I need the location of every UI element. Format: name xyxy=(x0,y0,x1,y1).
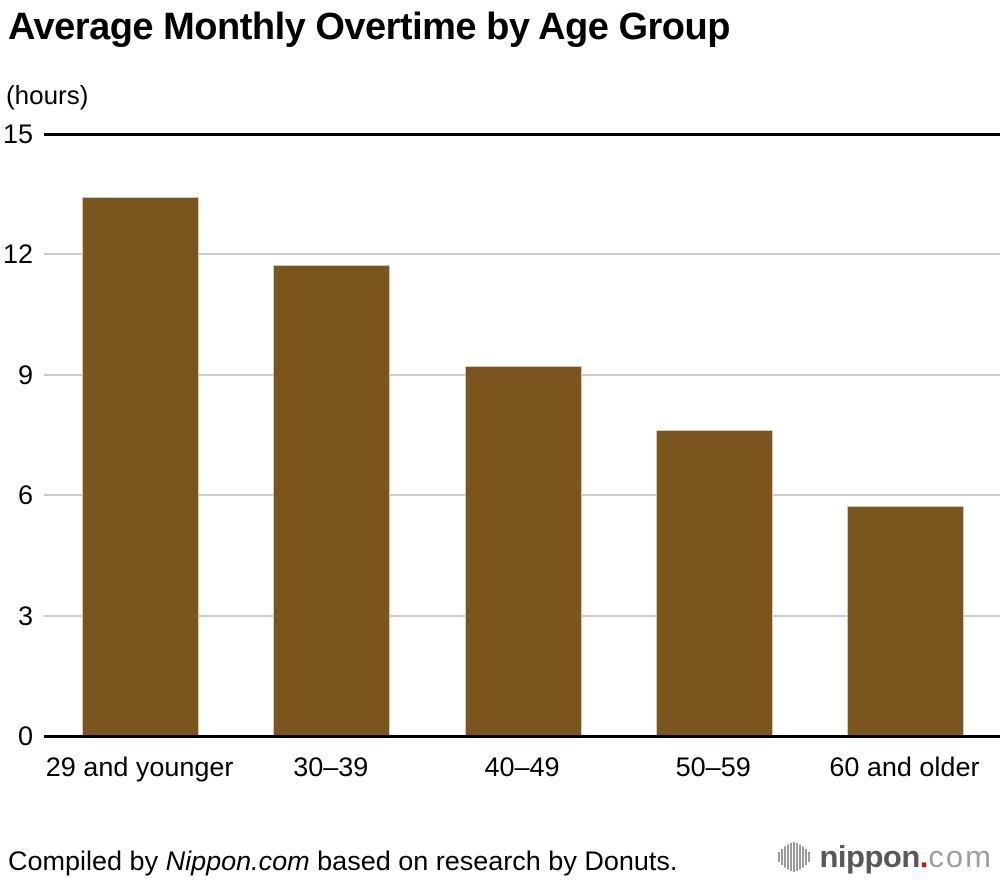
x-category-label: 30–39 xyxy=(293,752,369,782)
bar xyxy=(655,430,773,736)
plot-area xyxy=(44,133,1000,738)
y-tick-label: 9 xyxy=(17,359,33,390)
footer-text-suffix: based on research by Donuts. xyxy=(309,846,678,876)
footer-attribution: Compiled by Nippon.com based on research… xyxy=(8,846,677,877)
bar xyxy=(82,197,200,736)
y-tick-label: 3 xyxy=(17,600,33,631)
top-axis-line xyxy=(44,133,1000,136)
x-category-label: 50–59 xyxy=(675,752,751,782)
bar xyxy=(464,365,582,736)
logo-wordmark: nippon. com xyxy=(820,839,994,875)
footer-source-name: Nippon.com xyxy=(165,846,310,876)
x-category-label: 60 and older xyxy=(829,752,980,782)
footer-text-prefix: Compiled by xyxy=(8,846,166,876)
x-axis: 29 and younger 30–39 40–49 50–59 60 and olde… xyxy=(44,752,1000,786)
x-category-label: 40–49 xyxy=(484,752,560,782)
bar xyxy=(273,265,391,736)
bar xyxy=(846,506,964,736)
logo-brand: nippon xyxy=(819,839,921,874)
y-tick-label: 15 xyxy=(2,119,33,149)
page-title: Average Monthly Overtime by Age Group xyxy=(8,6,730,48)
soundwave-bars-icon xyxy=(777,842,810,872)
x-axis-baseline xyxy=(44,735,1000,738)
y-tick-label: 12 xyxy=(2,239,33,270)
nippon-logo: nippon. com xyxy=(777,839,994,875)
gridline xyxy=(44,253,1000,256)
y-tick-label: 6 xyxy=(17,480,33,511)
y-axis-unit-label: (hours) xyxy=(6,80,89,110)
x-category-label: 29 and younger xyxy=(45,752,234,782)
logo-tld: com xyxy=(928,839,993,874)
y-tick-label: 0 xyxy=(17,721,33,751)
y-axis: 0 3 6 9 12 15 xyxy=(0,121,33,750)
logo-dot: . xyxy=(919,839,929,874)
